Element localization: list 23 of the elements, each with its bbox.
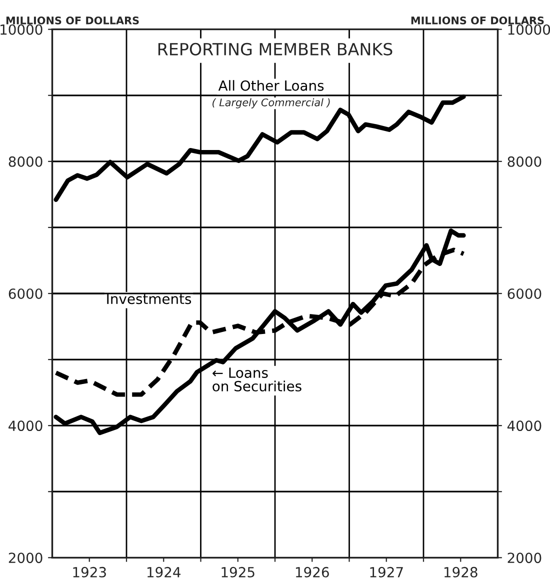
x-tick-label: 1927 (370, 566, 403, 578)
y2-tick-label: 8000 (508, 156, 542, 167)
y-tick-label: 4000 (8, 420, 42, 432)
y2-tick-label: 10000 (508, 24, 550, 35)
y2-axis-title: MILLIONS OF DOLLARS (411, 16, 544, 24)
x-tick-label: 1926 (296, 566, 329, 578)
x-tick-label: 1924 (147, 566, 181, 578)
y-tick-label: 10000 (0, 24, 42, 35)
y-tick-label: 2000 (8, 552, 42, 564)
series-label: All Other Loans (218, 80, 324, 91)
y2-tick-label: 4000 (507, 420, 542, 432)
text: REPORTING MEMBER BANKS (158, 42, 392, 56)
x-tick-label: 1923 (73, 566, 106, 578)
x-tick-label: 1925 (222, 566, 254, 578)
x-tick-label: 1928 (444, 566, 478, 578)
series-label: ← Loans on Securities (212, 368, 302, 392)
series-label: Investments (107, 294, 192, 304)
y2-tick-label: 6000 (508, 288, 542, 299)
annotation: ( Largely Commercial ) (212, 98, 330, 108)
y-tick-label: 8000 (8, 156, 42, 167)
y-tick-label: 6000 (8, 288, 42, 299)
y-axis-title: MILLIONS OF DOLLARS (6, 16, 139, 24)
y2-tick-label: 2000 (508, 552, 542, 564)
